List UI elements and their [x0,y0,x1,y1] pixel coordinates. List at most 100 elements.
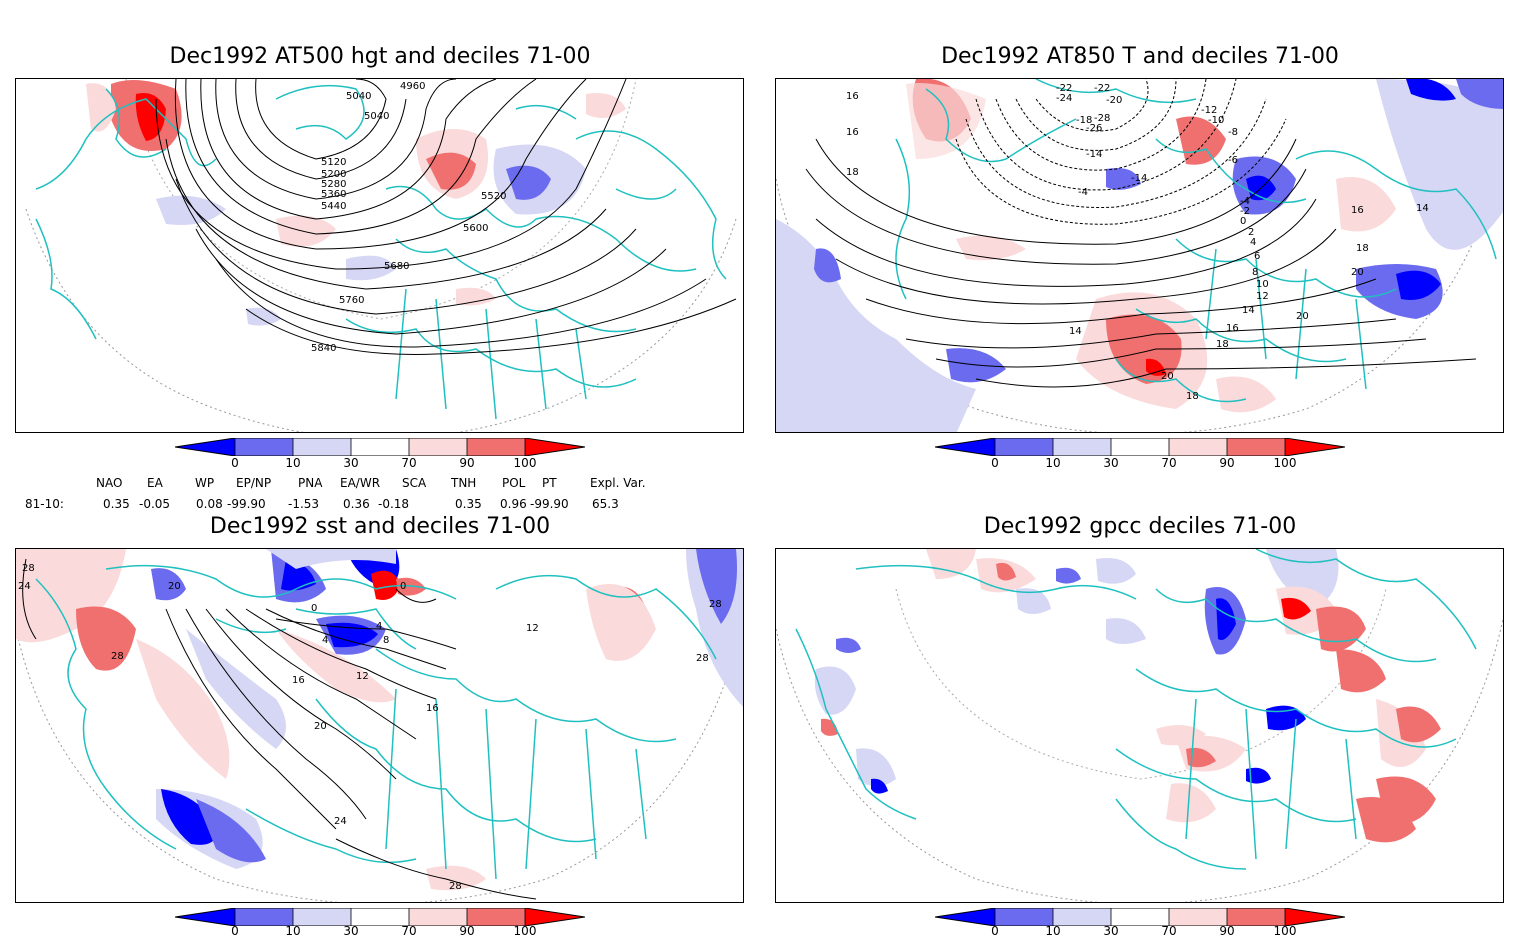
contour-label: 5360 [321,189,346,200]
colorbar-swatch [1169,908,1227,926]
contour-label: 8 [383,635,389,646]
index-header: POL [502,476,526,490]
contour-label: 18 [846,167,859,178]
colorbar-swatch [1227,908,1285,926]
contour-label: 18 [1216,339,1229,350]
index-header: NAO [96,476,123,490]
contour-label: 5520 [481,191,506,202]
colorbar-label: 70 [1161,456,1177,470]
contour-label: 5600 [463,223,488,234]
colorbar-swatch [1285,908,1345,926]
contour-label: 20 [1296,311,1309,322]
contour-label: -24 [1056,93,1072,104]
panel-title-p4: Dec1992 gpcc deciles 71-00 [983,514,1297,539]
index-value: 0.36 [343,497,370,511]
colorbar-swatch [293,438,351,456]
contour-label: 8 [1252,267,1258,278]
colorbar-swatch [525,438,585,456]
contour-label: 4 [322,635,328,646]
colorbar-label: 0 [231,456,239,470]
colorbar-label: 0 [991,456,999,470]
colorbar-p4: 0 10 30 70 90 100 [934,907,1346,940]
colorbar-swatch [1169,438,1227,456]
contour-label: 18 [1356,243,1369,254]
contour-label: -2 [1240,206,1250,217]
colorbar-p2: 0 10 30 70 90 100 [934,437,1346,478]
colorbar-swatch [467,438,525,456]
contour-label: 5200 [321,169,346,180]
contour-label: 28 [696,653,709,664]
contour-label: -22 [1056,83,1072,94]
panel-title-p3: Dec1992 sst and deciles 71-00 [209,514,551,539]
colorbar-swatch [1053,438,1111,456]
colorbar-swatch [1227,438,1285,456]
index-value: 65.3 [592,497,619,511]
colorbar-swatch [235,438,293,456]
contour-label: -14 [1086,149,1102,160]
contour-label: 5280 [321,179,346,190]
colorbar-swatch [175,438,235,456]
contour-label: -14 [1131,173,1147,184]
contour-label: -8 [1228,127,1238,138]
contour-label: -4 [1240,196,1250,207]
map-panel-500hgt: 4960 5040 5040 5120 5200 5280 5360 5440 … [15,78,744,433]
contour-label: 5040 [364,111,389,122]
contour-label: 12 [356,671,369,682]
colorbar-swatch [175,908,235,926]
colorbar-swatch [995,908,1053,926]
contour-label: 16 [846,127,859,138]
contour-label: 16 [426,703,439,714]
index-value: -1.53 [288,497,320,511]
colorbar-label: 10 [1045,924,1061,938]
colorbar-label: 30 [1103,924,1119,938]
colorbar-p1: 0 10 30 70 90 100 [174,437,586,478]
colorbar-label: 30 [343,924,359,938]
colorbar-label: 90 [459,924,475,938]
contour-label: 24 [334,816,347,827]
contour-label: 5440 [321,201,346,212]
contour-label: -18 [1076,115,1092,126]
contour-label: 24 [18,581,31,592]
contour-label: -12 [1201,105,1217,116]
index-header: EP/NP [236,476,272,490]
index-header: Expl. Var. [590,476,646,490]
contour-label: -26 [1086,123,1102,134]
colorbar-label: 90 [1219,924,1235,938]
index-header: EA [147,476,163,490]
contour-label: 28 [111,651,124,662]
colorbar-swatch [409,908,467,926]
contour-label: 4960 [400,81,425,92]
index-value: 0.35 [455,497,482,511]
contour-label: 20 [1351,267,1364,278]
contour-label: 12 [526,623,539,634]
colorbar-label: 90 [1219,456,1235,470]
contour-label: 0 [311,603,317,614]
contour-label: -6 [1228,155,1238,166]
colorbar-swatch [351,438,409,456]
contour-label: -28 [1094,113,1110,124]
contour-label: 5680 [384,261,409,272]
colorbar-swatch [935,908,995,926]
colorbar-label: 30 [1103,456,1119,470]
contour-label: 14 [1242,305,1255,316]
panel-title-p2: Dec1992 AT850 T and deciles 71-00 [941,44,1339,69]
contour-label: -4 [1078,187,1088,198]
index-header: PT [542,476,557,490]
colorbar-label: 10 [285,456,301,470]
contour-label: 16 [1226,323,1239,334]
contour-label: 10 [1256,279,1269,290]
colorbar-label: 90 [459,456,475,470]
contour-label: 18 [1186,391,1199,402]
colorbar-swatch [409,438,467,456]
colorbar-swatch [1285,438,1345,456]
contour-label: 2 [1248,227,1254,238]
index-row-label: 81-10: [25,497,64,511]
contour-label: 28 [709,599,722,610]
index-value: 0.96 [500,497,527,511]
colorbar-swatch [1111,908,1169,926]
map-panel-sst: 24 28 20 28 0 4 4 8 0 12 16 16 20 24 28 … [15,548,744,903]
index-header: TNH [451,476,477,490]
contour-label: 28 [22,563,35,574]
contour-label: 5840 [311,343,336,354]
colorbar-swatch [235,908,293,926]
